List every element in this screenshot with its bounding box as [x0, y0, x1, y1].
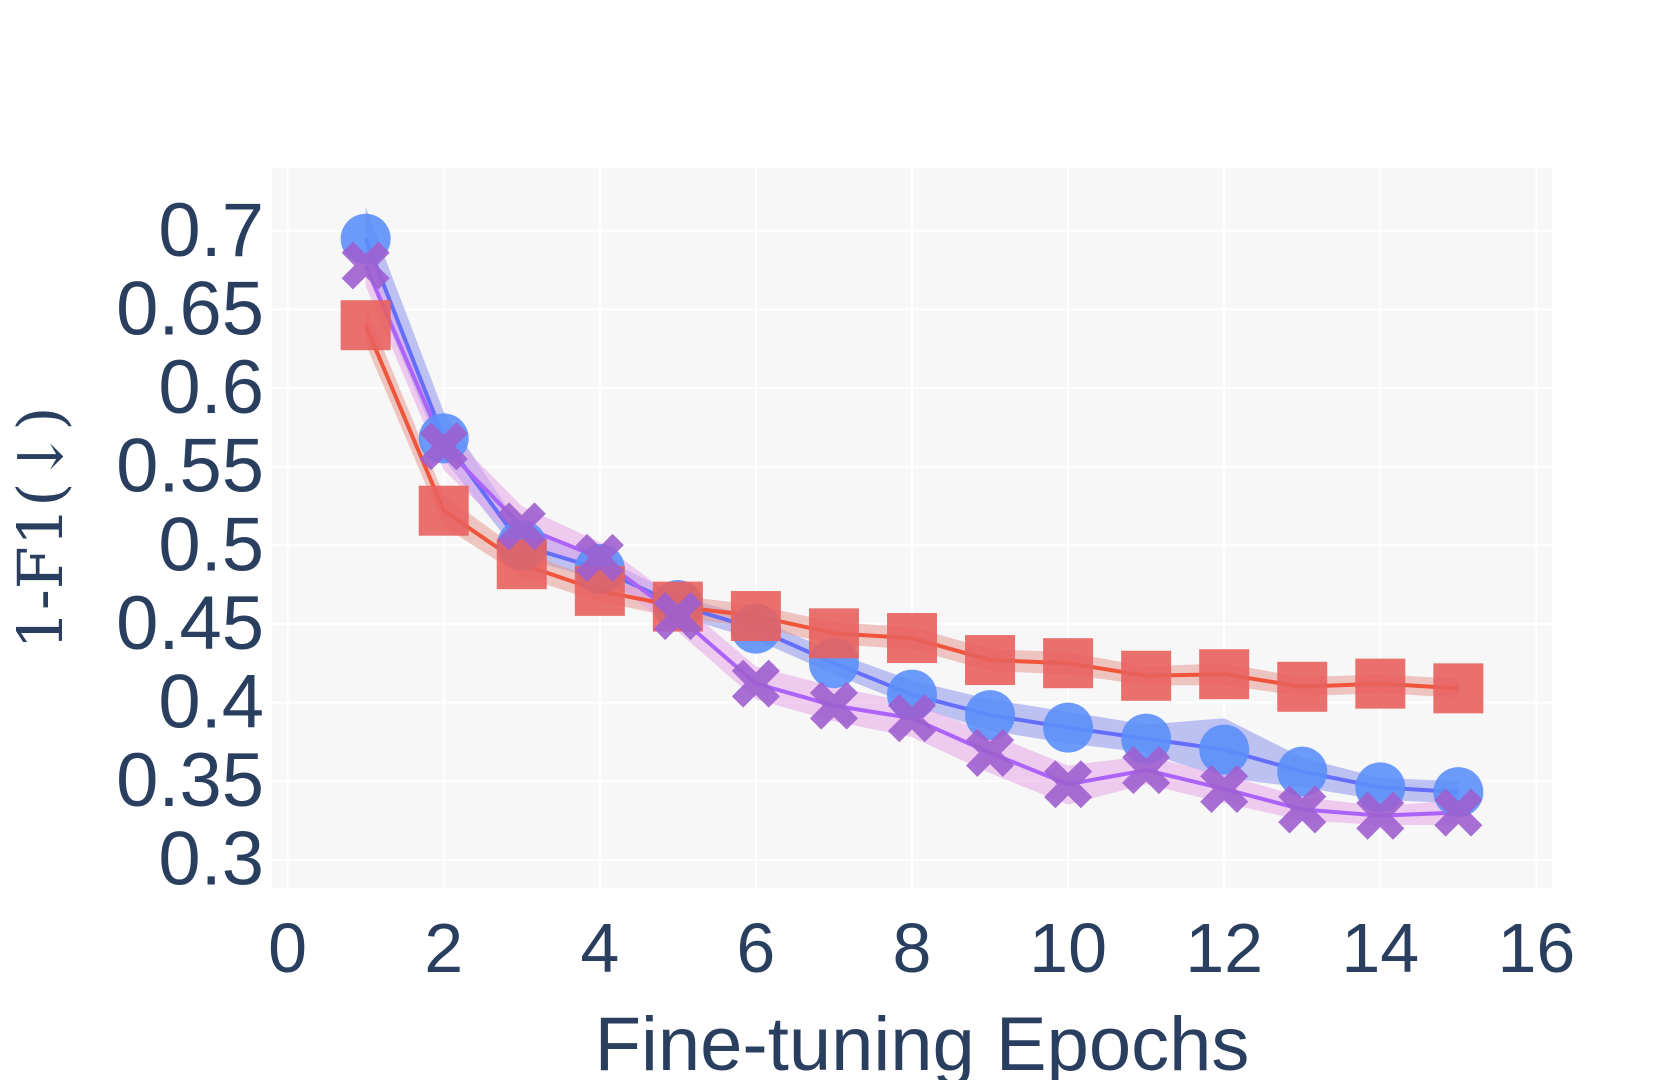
x-marker-shape: [887, 694, 937, 743]
x-marker: [1044, 760, 1093, 809]
y-tick-label: 0.55: [116, 424, 264, 509]
square-marker: [1355, 658, 1406, 709]
x-marker: [1356, 791, 1405, 840]
x-marker-shape: [341, 241, 390, 290]
x-axis-title: Fine-tuning Epochs: [595, 1002, 1250, 1080]
y-tick-label: 0.6: [158, 345, 264, 430]
square-marker: [1277, 661, 1328, 712]
x-marker: [1434, 788, 1483, 837]
square-marker: [1199, 649, 1250, 700]
x-marker-shape: [966, 728, 1015, 777]
x-marker: [1122, 746, 1171, 795]
x-marker: [966, 728, 1015, 777]
x-marker: [809, 681, 858, 730]
x-tick-label: 0: [268, 909, 307, 987]
x-marker: [575, 533, 624, 582]
square-marker: [965, 635, 1016, 686]
square-marker: [1043, 638, 1094, 689]
x-marker-shape: [575, 533, 624, 582]
x-marker: [731, 659, 780, 708]
square-marker: [496, 539, 547, 590]
x-marker-shape: [1200, 764, 1249, 814]
x-marker-shape: [1434, 788, 1483, 837]
y-axis-ticks: 0.30.350.40.450.50.550.60.650.7: [116, 188, 264, 902]
x-tick-label: 4: [580, 909, 619, 987]
x-tick-label: 10: [1029, 909, 1107, 987]
x-marker-shape: [1044, 760, 1093, 809]
x-marker-shape: [731, 659, 780, 708]
x-tick-label: 12: [1185, 909, 1263, 987]
x-marker-shape: [809, 681, 858, 730]
x-tick-label: 6: [736, 909, 775, 987]
x-axis-ticks: 0 2 4 6 8 10 12 14 16: [268, 909, 1575, 987]
x-marker: [341, 241, 390, 290]
square-marker: [340, 300, 391, 351]
y-tick-label: 0.35: [116, 738, 264, 823]
x-marker-shape: [419, 422, 468, 471]
square-marker: [1433, 663, 1484, 714]
x-marker: [419, 422, 468, 471]
x-marker: [653, 591, 702, 641]
x-tick-label: 2: [424, 909, 463, 987]
circle-marker: [1277, 746, 1328, 797]
x-marker: [887, 694, 937, 743]
x-marker-shape: [653, 591, 702, 641]
square-marker: [1121, 650, 1172, 701]
circle-marker: [1043, 702, 1094, 753]
y-tick-label: 0.3: [158, 817, 264, 902]
x-marker-shape: [1356, 791, 1405, 840]
circle-marker: [1199, 724, 1250, 775]
x-marker: [1278, 785, 1327, 834]
y-tick-label: 0.45: [116, 581, 264, 666]
square-marker: [808, 608, 859, 659]
y-tick-label: 0.65: [116, 266, 264, 351]
x-marker-shape: [497, 502, 546, 551]
square-marker: [887, 613, 937, 664]
y-tick-label: 0.7: [158, 188, 264, 273]
y-tick-label: 0.4: [158, 659, 264, 744]
y-tick-label: 0.5: [158, 502, 264, 587]
x-marker: [1200, 764, 1249, 814]
y-axis-title: 1-F1(↓): [4, 406, 77, 649]
series-markers: [340, 213, 1484, 840]
circle-marker: [965, 690, 1016, 741]
x-tick-label: 14: [1341, 909, 1419, 987]
x-marker-shape: [1278, 785, 1327, 834]
square-marker: [730, 591, 781, 642]
x-marker-shape: [1122, 746, 1171, 795]
x-tick-label: 16: [1497, 909, 1575, 987]
square-marker: [418, 485, 469, 536]
x-tick-label: 8: [893, 909, 932, 987]
x-marker: [497, 502, 546, 551]
